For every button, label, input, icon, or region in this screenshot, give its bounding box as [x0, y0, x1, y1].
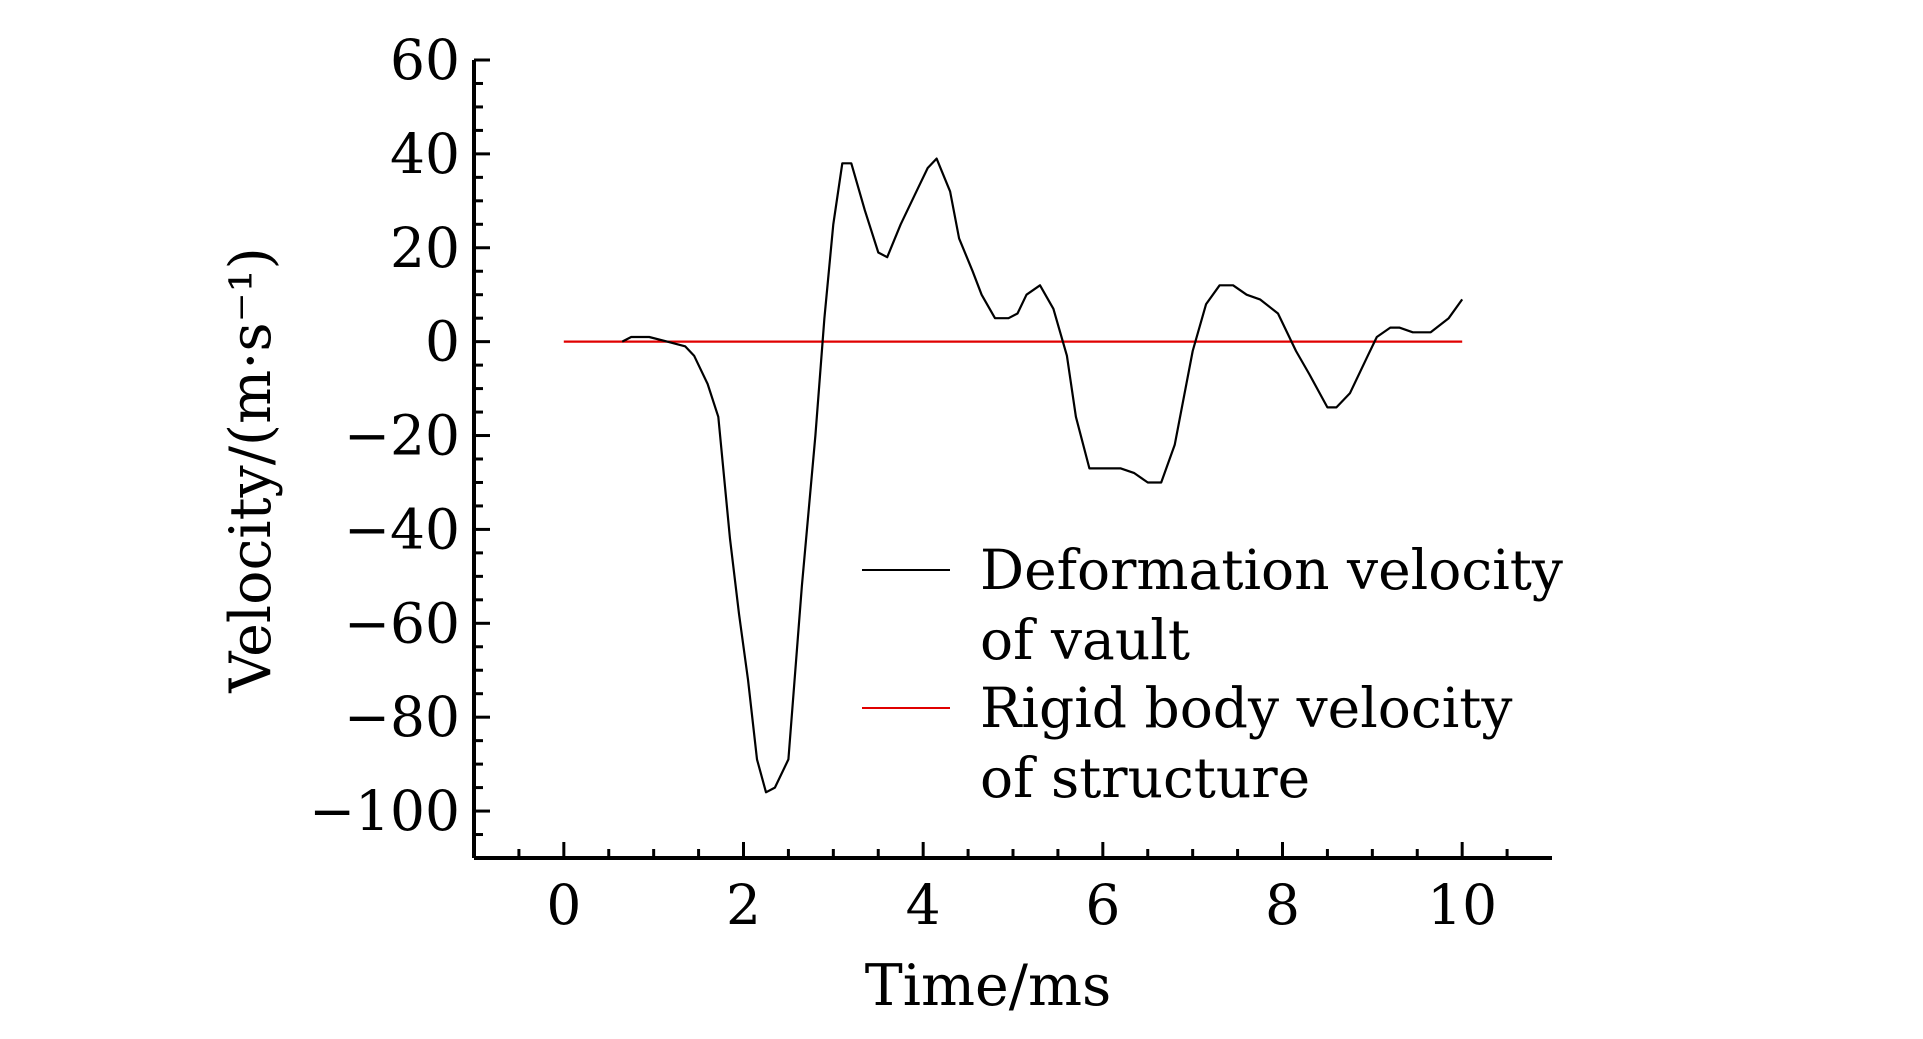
y-axis-title: Velocity/(m·s⁻¹) [218, 247, 284, 694]
y-tick-label: −20 [344, 404, 460, 468]
legend-label-rigid-line1: Rigid body velocity [980, 676, 1512, 740]
x-tick-label: 0 [546, 873, 581, 937]
ticks [474, 58, 1509, 860]
y-tick-label: 0 [425, 310, 460, 374]
y-tick-label: 20 [390, 216, 460, 280]
x-tick-label: 8 [1265, 873, 1300, 937]
x-tick-label: 4 [906, 873, 941, 937]
y-tick-label: −100 [309, 779, 460, 843]
y-tick-label: −60 [344, 591, 460, 655]
legend-label-deformation-line1: Deformation velocity [980, 538, 1563, 602]
y-tick-label: −80 [344, 685, 460, 749]
series-layer [563, 157, 1464, 794]
tick-labels: 0 2 4 6 8 10 60 40 20 0 −20 −40 −60 −80 −100 [309, 28, 1497, 937]
y-tick-label: 40 [390, 122, 460, 186]
x-tick-label: 10 [1427, 873, 1497, 937]
x-axis-title: Time/ms [865, 953, 1112, 1019]
x-tick-label: 2 [726, 873, 761, 937]
legend-label-rigid-line2: of structure [980, 746, 1310, 810]
x-tick-label: 6 [1085, 873, 1120, 937]
y-tick-label: 60 [390, 28, 460, 92]
legend: Deformation velocity of vault Rigid body… [862, 538, 1563, 810]
legend-label-deformation-line2: of vault [980, 608, 1190, 672]
deformation-velocity-line [621, 157, 1464, 794]
axis-titles: Time/ms Velocity/(m·s⁻¹) [218, 247, 1111, 1019]
y-tick-label: −40 [344, 497, 460, 561]
